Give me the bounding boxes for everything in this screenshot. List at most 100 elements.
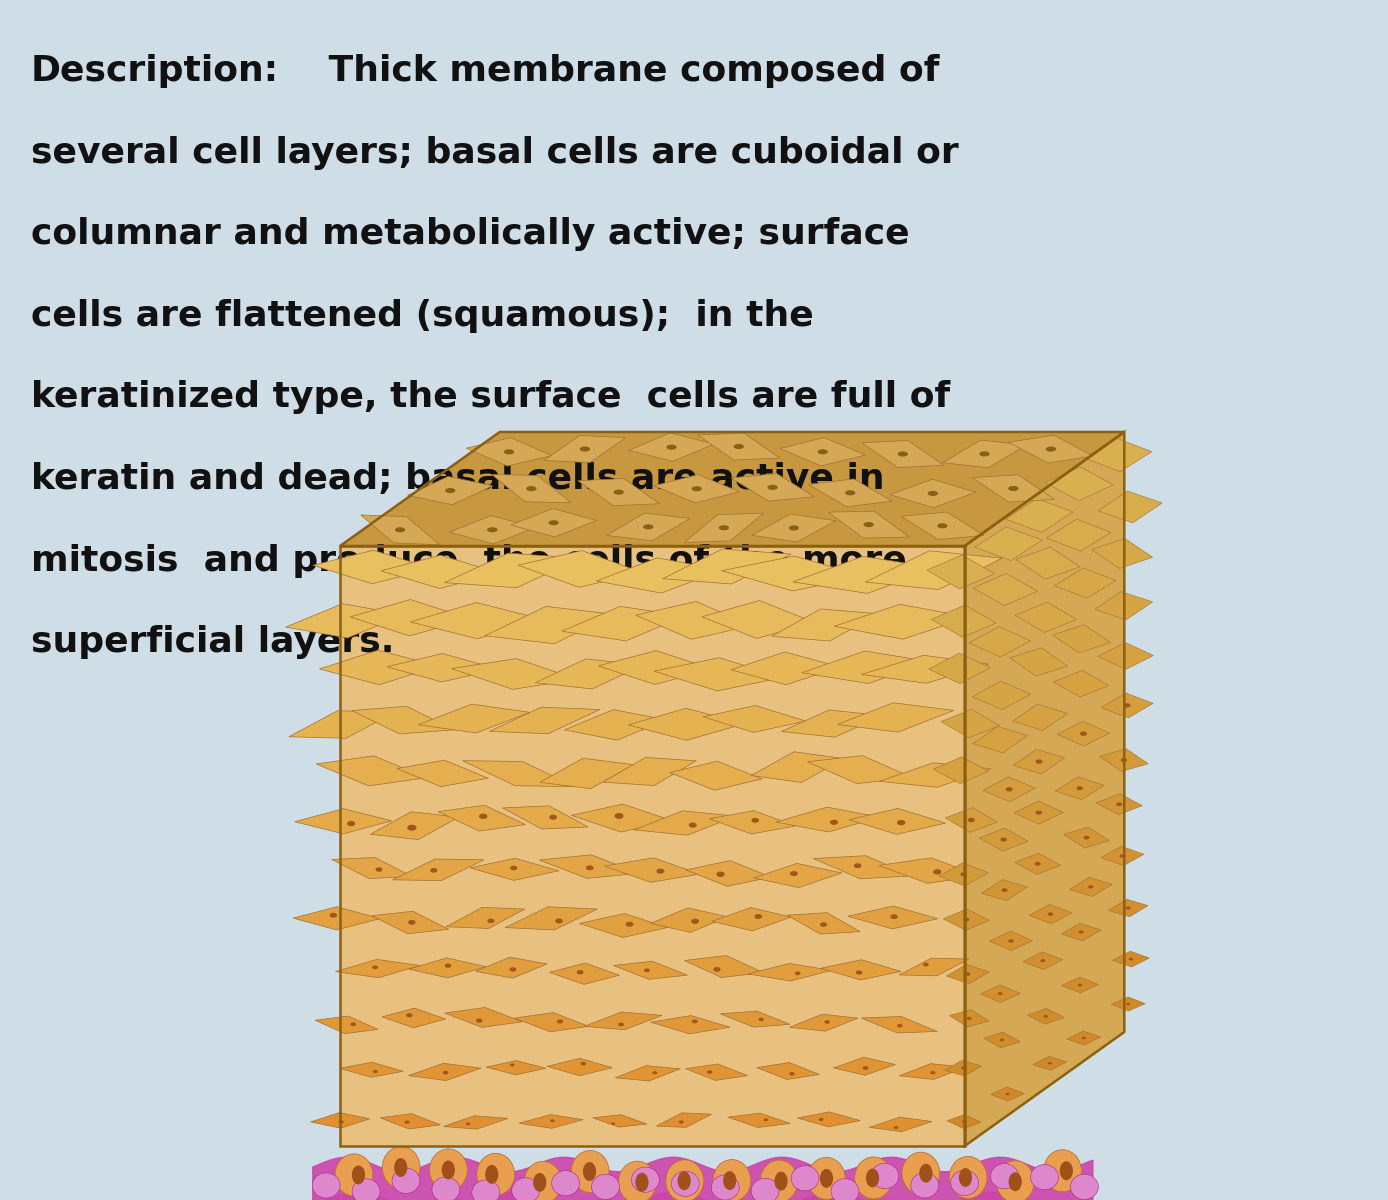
Ellipse shape: [791, 1165, 819, 1190]
Polygon shape: [444, 553, 580, 588]
Polygon shape: [720, 1012, 790, 1027]
Polygon shape: [565, 709, 666, 740]
Ellipse shape: [894, 1126, 898, 1129]
Ellipse shape: [657, 869, 665, 874]
Ellipse shape: [706, 1070, 712, 1074]
Ellipse shape: [472, 1180, 500, 1200]
Polygon shape: [944, 910, 990, 930]
Polygon shape: [969, 626, 1030, 658]
Polygon shape: [502, 806, 589, 829]
Ellipse shape: [576, 970, 583, 974]
Ellipse shape: [1120, 854, 1126, 858]
Polygon shape: [731, 652, 840, 685]
Ellipse shape: [755, 914, 762, 919]
Polygon shape: [408, 476, 493, 505]
Polygon shape: [350, 600, 469, 636]
Ellipse shape: [713, 967, 720, 972]
Polygon shape: [947, 965, 990, 984]
Polygon shape: [833, 1057, 895, 1075]
Polygon shape: [941, 709, 999, 738]
Polygon shape: [983, 776, 1035, 802]
Polygon shape: [486, 1061, 545, 1075]
Ellipse shape: [902, 1152, 940, 1194]
Ellipse shape: [820, 1169, 833, 1188]
Polygon shape: [702, 600, 815, 638]
Polygon shape: [940, 863, 988, 886]
Polygon shape: [1063, 827, 1109, 848]
Ellipse shape: [820, 923, 827, 926]
Polygon shape: [974, 527, 1042, 560]
Ellipse shape: [487, 527, 497, 533]
Polygon shape: [973, 574, 1038, 606]
Polygon shape: [981, 880, 1027, 901]
Polygon shape: [598, 650, 713, 684]
Polygon shape: [1095, 592, 1152, 620]
Polygon shape: [980, 985, 1020, 1002]
Polygon shape: [1016, 547, 1080, 580]
Polygon shape: [451, 659, 577, 689]
Polygon shape: [536, 659, 643, 689]
Ellipse shape: [643, 524, 654, 529]
Ellipse shape: [335, 1154, 373, 1196]
Polygon shape: [1009, 436, 1094, 463]
Ellipse shape: [509, 1063, 515, 1067]
Polygon shape: [1023, 952, 1063, 970]
Ellipse shape: [1009, 1172, 1022, 1192]
Polygon shape: [540, 758, 634, 788]
Ellipse shape: [980, 451, 990, 456]
Polygon shape: [332, 858, 412, 878]
Ellipse shape: [615, 812, 623, 818]
Polygon shape: [862, 440, 944, 468]
Ellipse shape: [591, 1175, 619, 1200]
Ellipse shape: [619, 1162, 657, 1200]
Polygon shape: [879, 858, 980, 883]
Polygon shape: [444, 1008, 522, 1027]
Ellipse shape: [347, 821, 355, 827]
Polygon shape: [1055, 776, 1105, 799]
Polygon shape: [550, 964, 619, 984]
Ellipse shape: [1048, 912, 1053, 916]
Polygon shape: [340, 1062, 404, 1078]
Ellipse shape: [999, 1039, 1004, 1042]
Polygon shape: [793, 557, 937, 593]
Polygon shape: [808, 756, 912, 784]
Text: Description:: Description:: [31, 54, 279, 88]
Ellipse shape: [555, 918, 562, 923]
Ellipse shape: [1128, 958, 1133, 960]
Polygon shape: [340, 546, 965, 1146]
Ellipse shape: [818, 449, 827, 455]
Ellipse shape: [967, 817, 974, 822]
Polygon shape: [382, 1008, 446, 1027]
Ellipse shape: [1045, 446, 1056, 451]
Polygon shape: [651, 1015, 730, 1034]
Polygon shape: [615, 1066, 680, 1081]
Polygon shape: [754, 864, 841, 888]
Polygon shape: [813, 856, 912, 878]
Ellipse shape: [350, 1022, 357, 1026]
Ellipse shape: [533, 1172, 547, 1192]
Polygon shape: [731, 474, 815, 502]
Ellipse shape: [407, 1013, 412, 1018]
Polygon shape: [942, 440, 1026, 468]
Ellipse shape: [551, 1171, 580, 1196]
Polygon shape: [1084, 438, 1152, 472]
Polygon shape: [901, 512, 984, 540]
Ellipse shape: [677, 1171, 691, 1190]
Polygon shape: [1091, 539, 1152, 569]
Ellipse shape: [1084, 835, 1090, 840]
Polygon shape: [604, 858, 700, 882]
Ellipse shape: [716, 871, 725, 877]
Ellipse shape: [512, 1177, 540, 1200]
Ellipse shape: [1030, 1164, 1059, 1189]
Ellipse shape: [863, 522, 874, 527]
Ellipse shape: [1035, 811, 1042, 815]
Polygon shape: [380, 556, 500, 588]
Ellipse shape: [855, 1157, 892, 1199]
Polygon shape: [899, 958, 969, 976]
Polygon shape: [686, 1064, 748, 1080]
Ellipse shape: [998, 992, 1004, 995]
Ellipse shape: [613, 490, 623, 494]
Ellipse shape: [1120, 758, 1127, 762]
Polygon shape: [286, 604, 404, 638]
Polygon shape: [990, 931, 1033, 950]
